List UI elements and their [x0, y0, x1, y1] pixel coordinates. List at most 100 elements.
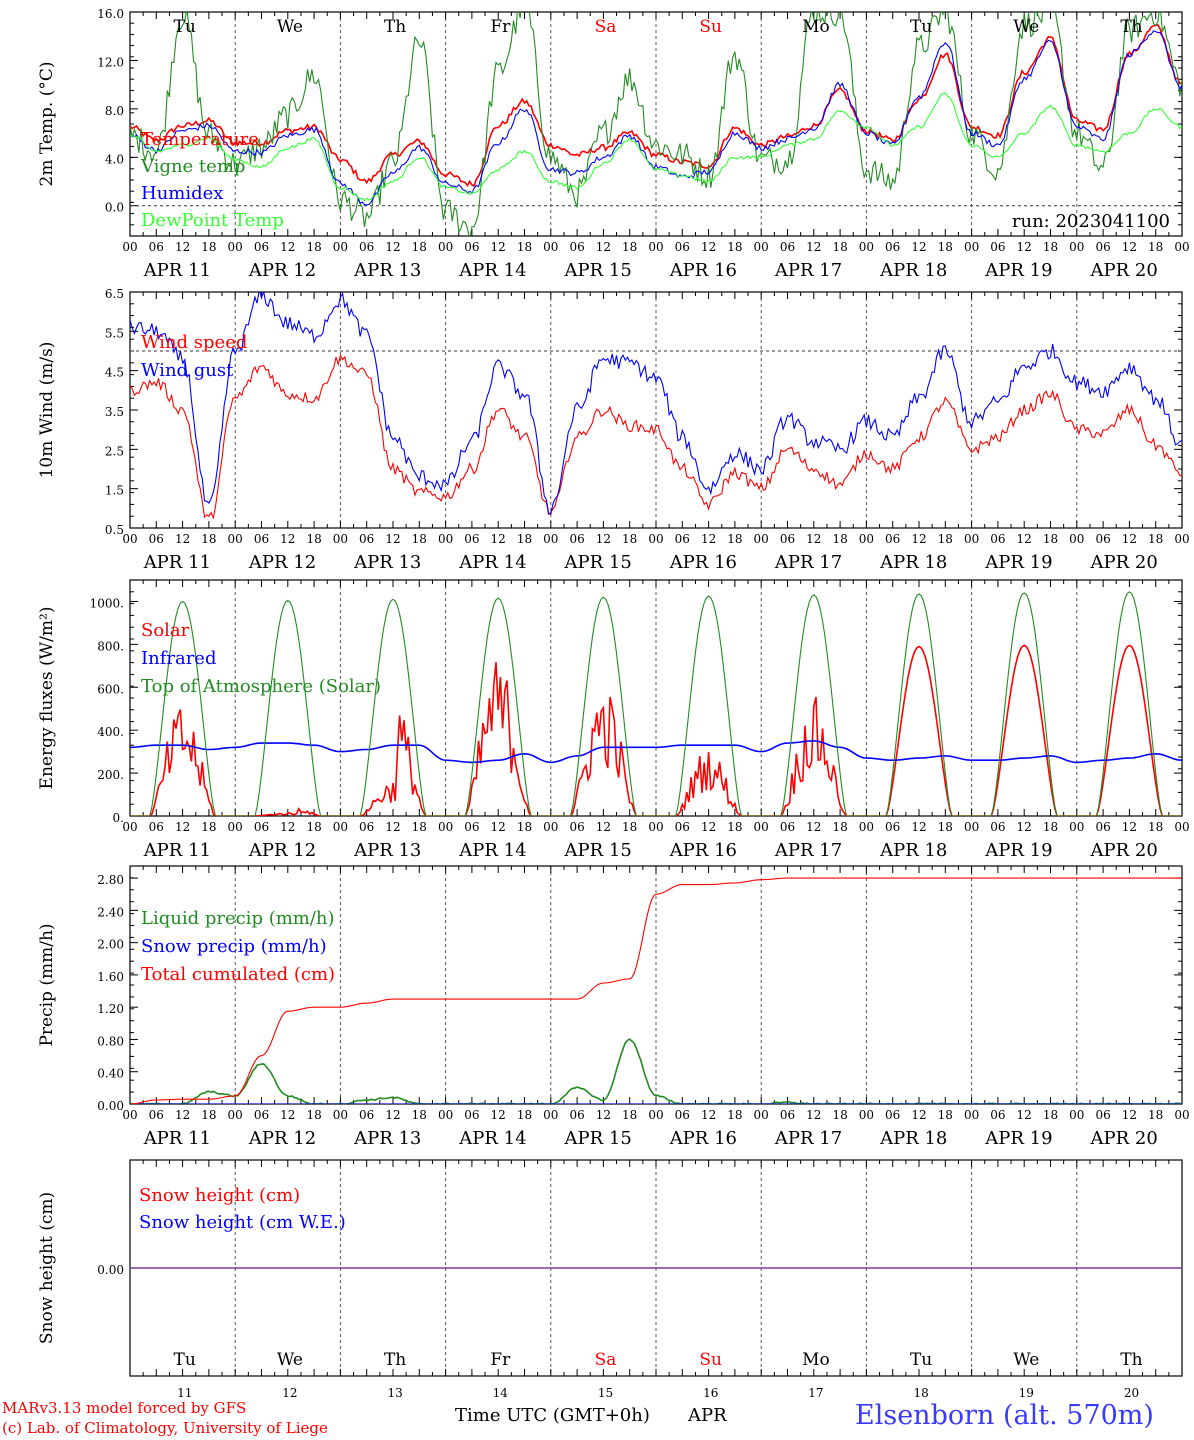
x-hour-label: 12 — [806, 532, 821, 546]
x-date-label: APR 12 — [248, 1128, 316, 1149]
x-date-label: APR 13 — [353, 260, 421, 281]
y-tick-label: 2.00 — [97, 938, 124, 952]
x-date-label: APR 16 — [669, 260, 737, 281]
y-tick-label: 1.20 — [97, 1002, 124, 1016]
x-hour-label: 00 — [543, 820, 558, 834]
y-tick-label: 4.5 — [105, 366, 124, 380]
x-hour-label: 00 — [859, 820, 874, 834]
station-name: Elsenborn (alt. 570m) — [855, 1400, 1154, 1431]
x-hour-label: 12 — [175, 820, 190, 834]
x-hour-label: 00 — [122, 1108, 137, 1122]
x-date-label: APR 19 — [984, 1128, 1052, 1149]
x-hour-label: 00 — [754, 1108, 769, 1122]
x-date-label: APR 15 — [563, 260, 631, 281]
weekday-label: Su — [699, 17, 722, 37]
legend-entry: Total cumulated (cm) — [141, 964, 335, 985]
x-hour-label: 06 — [359, 820, 374, 834]
x-hour-label: 06 — [1095, 820, 1110, 834]
x-date-label: APR 15 — [563, 840, 631, 861]
x-hour-label: 12 — [596, 532, 611, 546]
x-hour-label: 00 — [228, 1108, 243, 1122]
x-hour-label: 12 — [911, 240, 926, 254]
x-hour-label: 12 — [491, 1108, 506, 1122]
x-date-label: APR 11 — [143, 552, 211, 573]
x-date-label: APR 12 — [248, 840, 316, 861]
x-hour-label: 18 — [306, 1108, 321, 1122]
x-hour-label: 12 — [806, 240, 821, 254]
x-date-label: APR 11 — [143, 1128, 211, 1149]
y-axis-label: Energy fluxes (W/m²) — [37, 607, 57, 790]
x-hour-label: 12 — [911, 1108, 926, 1122]
day-number-label: 11 — [177, 1386, 192, 1400]
x-hour-label: 18 — [306, 820, 321, 834]
x-hour-label: 18 — [517, 240, 532, 254]
x-hour-label: 06 — [359, 532, 374, 546]
weekday-label: Sa — [595, 17, 617, 37]
weekday-label: We — [277, 17, 303, 37]
y-tick-label: 12.0 — [97, 55, 124, 69]
x-hour-label: 12 — [701, 240, 716, 254]
weekday-label: Fr — [490, 17, 511, 37]
x-hour-label: 06 — [885, 532, 900, 546]
x-hour-label: 06 — [464, 1108, 479, 1122]
x-hour-label: 00 — [754, 820, 769, 834]
footer-credit-1: MARv3.13 model forced by GFS — [2, 1399, 247, 1417]
x-date-label: APR 17 — [774, 552, 842, 573]
x-hour-label: 18 — [1148, 532, 1163, 546]
x-hour-label: 18 — [938, 820, 953, 834]
y-tick-label: 5.5 — [105, 326, 124, 340]
x-hour-label: 12 — [806, 1108, 821, 1122]
run-annotation: run: 2023041100 — [1012, 211, 1170, 232]
x-hour-label: 06 — [885, 240, 900, 254]
y-tick-label: 8.0 — [105, 104, 124, 118]
x-hour-label: 18 — [727, 1108, 742, 1122]
x-date-label: APR 13 — [353, 552, 421, 573]
legend-entry: Vigne temp — [140, 156, 245, 177]
x-hour-label: 00 — [438, 240, 453, 254]
x-hour-label: 00 — [543, 240, 558, 254]
x-hour-label: 12 — [701, 820, 716, 834]
x-hour-label: 18 — [938, 532, 953, 546]
x-hour-label: 06 — [675, 1108, 690, 1122]
x-hour-label: 12 — [491, 532, 506, 546]
x-hour-label: 06 — [780, 1108, 795, 1122]
x-date-label: APR 11 — [143, 260, 211, 281]
x-hour-label: 18 — [1148, 1108, 1163, 1122]
x-hour-label: 06 — [569, 820, 584, 834]
series-line-dewpoint-temp — [130, 92, 1182, 202]
x-hour-label: 18 — [727, 240, 742, 254]
x-hour-label: 18 — [727, 532, 742, 546]
x-hour-label: 18 — [622, 240, 637, 254]
x-date-label: APR 16 — [669, 552, 737, 573]
day-number-label: 17 — [808, 1386, 823, 1400]
x-hour-label: 06 — [885, 820, 900, 834]
x-hour-label: 06 — [149, 532, 164, 546]
x-hour-label: 18 — [622, 532, 637, 546]
y-tick-label: 0.40 — [97, 1067, 124, 1081]
x-hour-label: 00 — [333, 820, 348, 834]
weekday-label: We — [1013, 17, 1039, 37]
legend-entry: Snow precip (mm/h) — [141, 936, 327, 957]
legend-entry: Liquid precip (mm/h) — [141, 908, 335, 929]
x-hour-label: 00 — [1174, 1108, 1189, 1122]
x-hour-label: 12 — [911, 532, 926, 546]
y-tick-label: 0.00 — [97, 1099, 124, 1113]
x-hour-label: 00 — [859, 532, 874, 546]
series-group — [130, 591, 1182, 816]
legend-entry: Top of Atmosphere (Solar) — [141, 676, 381, 697]
x-hour-label: 06 — [1095, 240, 1110, 254]
x-date-label: APR 13 — [353, 840, 421, 861]
y-axis-label: Precip (mm/h) — [37, 923, 57, 1046]
x-hour-label: 00 — [228, 240, 243, 254]
x-hour-label: 18 — [412, 1108, 427, 1122]
x-hour-label: 06 — [990, 820, 1005, 834]
panel-snow: 0.00 Snow height (cm) Snow height (cm) Snow… — [37, 1159, 1183, 1400]
y-tick-label: 2.40 — [97, 905, 124, 919]
x-axis-month: APR — [688, 1405, 727, 1426]
y-tick-label: 0.80 — [97, 1034, 124, 1048]
day-number-label: 16 — [703, 1386, 718, 1400]
legend-entry: Temperature — [141, 129, 259, 150]
x-date-label: APR 14 — [458, 1128, 526, 1149]
x-date-label: APR 17 — [774, 840, 842, 861]
